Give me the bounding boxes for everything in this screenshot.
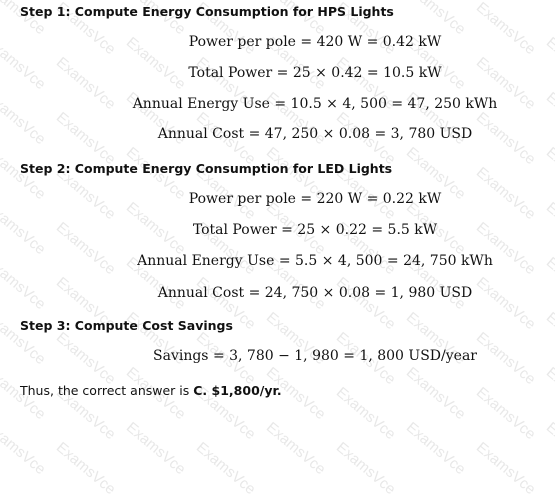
watermark: ExamsVce	[262, 418, 329, 479]
watermark: ExamsVce	[542, 418, 555, 479]
watermark: ExamsVce	[332, 438, 399, 498]
equation: Total Power = 25 × 0.42 = 10.5 kW	[188, 65, 442, 81]
watermark: ExamsVce	[542, 363, 555, 424]
watermark: ExamsVce	[0, 198, 49, 259]
equation: Annual Cost = 24, 750 × 0.08 = 1, 980 US…	[157, 285, 473, 301]
equation: Annual Energy Use = 10.5 × 4, 500 = 47, …	[132, 96, 498, 112]
watermark: ExamsVce	[473, 0, 539, 3]
step-heading: Step 3: Compute Cost Savings	[20, 318, 233, 333]
conclusion-text: Thus, the correct answer is	[20, 383, 194, 398]
watermark: ExamsVce	[332, 273, 399, 334]
watermark: ExamsVce	[122, 418, 189, 479]
watermark: ExamsVce	[333, 0, 399, 3]
watermark: ExamsVce	[192, 438, 259, 498]
watermark: ExamsVce	[52, 438, 119, 498]
watermark: ExamsVce	[332, 383, 399, 444]
watermark: ExamsVce	[0, 33, 49, 94]
watermark: ExamsVce	[402, 418, 469, 479]
watermark: ExamsVce	[472, 273, 539, 334]
watermark: ExamsVce	[53, 0, 119, 3]
watermark: ExamsVce	[402, 0, 469, 39]
watermark: ExamsVce	[542, 0, 555, 39]
equation: Annual Energy Use = 5.5 × 4, 500 = 24, 7…	[137, 253, 493, 269]
equation: Power per pole = 420 W = 0.42 kW	[188, 34, 442, 50]
equation: Savings = 3, 780 − 1, 980 = 1, 800 USD/y…	[153, 348, 477, 364]
watermark: ExamsVce	[0, 88, 49, 149]
equation: Power per pole = 220 W = 0.22 kW	[188, 191, 442, 207]
watermark: ExamsVce	[472, 383, 539, 444]
watermark: ExamsVce	[193, 0, 259, 3]
equation: Total Power = 25 × 0.22 = 5.5 kW	[192, 222, 438, 238]
step-heading: Step 1: Compute Energy Consumption for H…	[20, 4, 394, 19]
watermark: ExamsVce	[402, 363, 469, 424]
step-heading: Step 2: Compute Energy Consumption for L…	[20, 161, 393, 176]
equation: Annual Cost = 47, 250 × 0.08 = 3, 780 US…	[157, 126, 473, 142]
watermark: ExamsVce	[0, 253, 49, 314]
watermark: ExamsVce	[472, 438, 539, 498]
answer: C. $1,800/yr.	[193, 383, 282, 398]
watermark: ExamsVce	[0, 418, 49, 479]
conclusion: Thus, the correct answer is C. $1,800/yr…	[20, 383, 282, 398]
